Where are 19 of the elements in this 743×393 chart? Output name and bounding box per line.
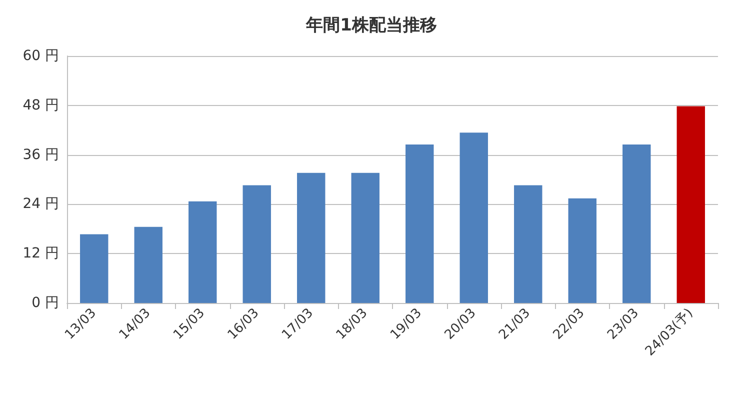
bar <box>134 226 162 303</box>
y-tick-label: 60 円 <box>22 48 59 64</box>
bar <box>351 172 380 303</box>
bar <box>676 106 705 303</box>
bar <box>406 144 434 303</box>
bar <box>80 234 108 303</box>
bar <box>297 172 326 303</box>
chart-title: 年間1株配当推移 <box>305 16 437 36</box>
y-tick-label: 12 円 <box>22 246 59 262</box>
y-tick-label: 36 円 <box>22 146 59 163</box>
bar <box>568 198 596 303</box>
y-tick-label: 48 円 <box>22 97 59 114</box>
bar <box>460 132 488 303</box>
y-tick-label: 24 円 <box>22 196 59 212</box>
bar <box>514 185 542 303</box>
y-tick-label: 0 円 <box>32 295 59 311</box>
bar <box>242 185 271 303</box>
bar <box>188 201 217 303</box>
bar <box>622 144 651 303</box>
